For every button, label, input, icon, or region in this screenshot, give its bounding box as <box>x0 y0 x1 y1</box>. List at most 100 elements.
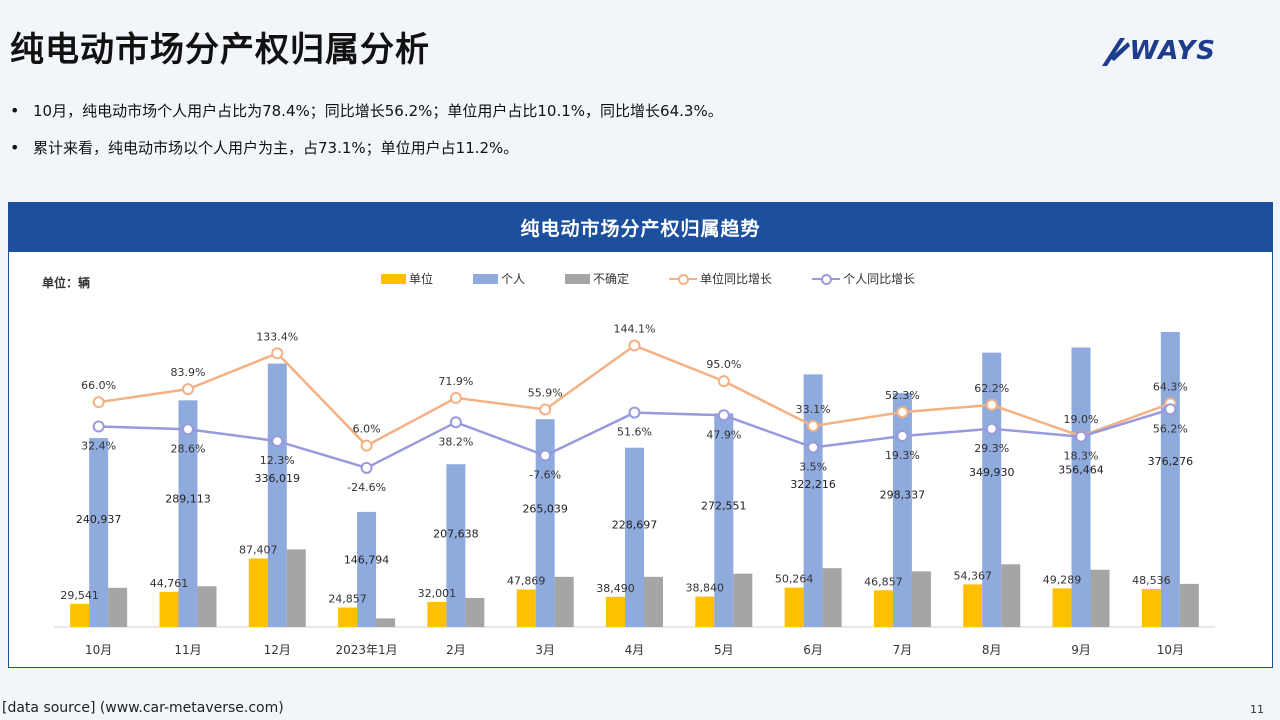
bar-uncertain <box>1179 583 1199 627</box>
data-label-personal: 272,551 <box>701 499 747 512</box>
bar-unit <box>516 589 536 627</box>
marker-unit-growth <box>92 396 105 409</box>
bar-unit <box>963 584 983 627</box>
data-label-personal-growth: -24.6% <box>347 481 386 494</box>
bar-personal <box>178 400 198 627</box>
bullet-text: 累计来看，纯电动市场以个人用户为主，占73.1%；单位用户占11.2%。 <box>33 139 519 157</box>
page-number: 11 <box>1250 703 1264 716</box>
bar-uncertain <box>286 549 306 627</box>
data-label-unit: 87,407 <box>239 543 278 556</box>
data-label-unit-growth: 6.0% <box>353 423 381 436</box>
data-label-unit-growth: 64.3% <box>1153 380 1188 393</box>
legend-label: 不确定 <box>593 272 630 286</box>
legend-line-personal-growth <box>812 273 841 285</box>
bar-unit <box>1052 588 1072 627</box>
data-label-personal: 336,019 <box>255 472 301 485</box>
data-label-personal: 322,216 <box>790 478 836 491</box>
marker-unit-growth <box>628 339 641 352</box>
data-label-unit: 50,264 <box>775 573 814 586</box>
data-label-unit-growth: 66.0% <box>81 379 116 392</box>
legend-label: 单位同比增长 <box>700 272 773 286</box>
x-tick-label: 2月 <box>446 643 466 657</box>
data-label-personal: 240,937 <box>76 513 122 526</box>
marker-personal-growth <box>1164 403 1177 416</box>
legend-item-personal-growth: 个人同比增长 <box>812 270 915 287</box>
ways-logo-icon <box>1101 38 1130 66</box>
bar-uncertain <box>911 571 931 627</box>
bar-uncertain <box>733 573 753 627</box>
data-label-unit-growth: 71.9% <box>438 375 473 388</box>
x-tick-label: 4月 <box>625 643 645 657</box>
bar-uncertain <box>644 576 663 627</box>
bar-unit <box>784 587 804 627</box>
data-label-personal-growth: 29.3% <box>974 442 1009 455</box>
data-label-unit-growth: 52.3% <box>885 389 920 402</box>
data-label-personal: 376,276 <box>1148 455 1194 468</box>
bar-unit <box>1141 588 1161 627</box>
marker-personal-growth <box>985 422 998 435</box>
data-label-unit: 49,289 <box>1043 573 1082 586</box>
data-label-personal-growth: 18.3% <box>1064 450 1099 463</box>
x-tick-label: 9月 <box>1071 643 1091 657</box>
data-label-unit: 46,857 <box>864 575 903 588</box>
bar-personal <box>357 511 377 627</box>
bar-personal <box>89 438 109 627</box>
bullet-item: • 10月，纯电动市场个人用户占比为78.4%；同比增长56.2%；单位用户占比… <box>10 92 1010 129</box>
bullet-text: 10月，纯电动市场个人用户占比为78.4%；同比增长56.2%；单位用户占比10… <box>33 102 723 120</box>
data-label-personal-growth: 47.9% <box>706 428 741 441</box>
marker-personal-growth <box>896 430 909 443</box>
data-label-unit: 38,840 <box>686 582 725 595</box>
data-label-unit: 32,001 <box>418 587 457 600</box>
footer-source: [data source] (www.car-metaverse.com) <box>2 700 284 716</box>
unit-label: 单位：辆 <box>42 276 91 290</box>
bar-personal <box>446 464 466 627</box>
data-label-unit: 24,857 <box>328 593 367 606</box>
data-label-personal: 349,930 <box>969 466 1015 479</box>
data-label-personal: 228,697 <box>612 518 658 531</box>
marker-unit-growth <box>896 406 909 419</box>
marker-unit-growth <box>985 398 998 411</box>
data-label-personal-growth: 32.4% <box>81 440 116 453</box>
marker-unit-growth <box>271 347 284 360</box>
bar-uncertain <box>197 586 217 627</box>
bar-uncertain <box>376 618 396 627</box>
data-label-unit: 47,869 <box>507 574 546 587</box>
bar-personal <box>982 352 1002 627</box>
bar-uncertain <box>822 568 842 627</box>
bar-unit <box>159 591 179 627</box>
x-tick-label: 2023年1月 <box>335 643 397 657</box>
marker-personal-growth <box>271 435 284 448</box>
marker-personal-growth <box>92 420 105 433</box>
data-label-personal-growth: 28.6% <box>170 442 205 455</box>
data-label-unit: 54,367 <box>953 569 992 582</box>
ways-logo-text: WAYS <box>1129 36 1216 66</box>
data-label-personal-growth: 3.5% <box>799 460 827 473</box>
bar-uncertain <box>1090 569 1110 627</box>
marker-unit-growth <box>717 375 730 388</box>
data-label-personal-growth: 19.3% <box>885 449 920 462</box>
data-label-unit: 29,541 <box>60 589 99 602</box>
marker-unit-growth <box>360 439 373 452</box>
data-label-personal: 146,794 <box>344 554 390 567</box>
bar-unit <box>606 596 625 627</box>
data-label-unit-growth: 144.1% <box>614 323 656 336</box>
x-tick-label: 10月 <box>85 643 112 657</box>
marker-unit-growth <box>449 391 462 404</box>
data-label-unit: 48,536 <box>1132 574 1171 587</box>
summary-bullets: • 10月，纯电动市场个人用户占比为78.4%；同比增长56.2%；单位用户占比… <box>10 92 1010 166</box>
data-label-unit-growth: 62.2% <box>974 382 1009 395</box>
x-tick-label: 5月 <box>714 643 734 657</box>
legend-item-unit-growth: 单位同比增长 <box>669 270 772 287</box>
bar-personal <box>714 413 734 627</box>
data-label-unit-growth: 95.0% <box>706 358 741 371</box>
bar-personal <box>535 419 555 627</box>
x-tick-label: 12月 <box>264 643 291 657</box>
chart-legend: 单位 个人 不确定 单位同比增长 个人同比增长 <box>381 270 955 287</box>
chart-title: 纯电动市场分产权归属趋势 <box>9 203 1272 252</box>
legend-line-unit-growth <box>669 273 698 285</box>
legend-label: 单位 <box>409 272 434 286</box>
bar-unit <box>873 590 893 627</box>
marker-unit-growth <box>807 420 820 433</box>
x-tick-label: 6月 <box>803 643 823 657</box>
x-tick-label: 10月 <box>1157 643 1184 657</box>
